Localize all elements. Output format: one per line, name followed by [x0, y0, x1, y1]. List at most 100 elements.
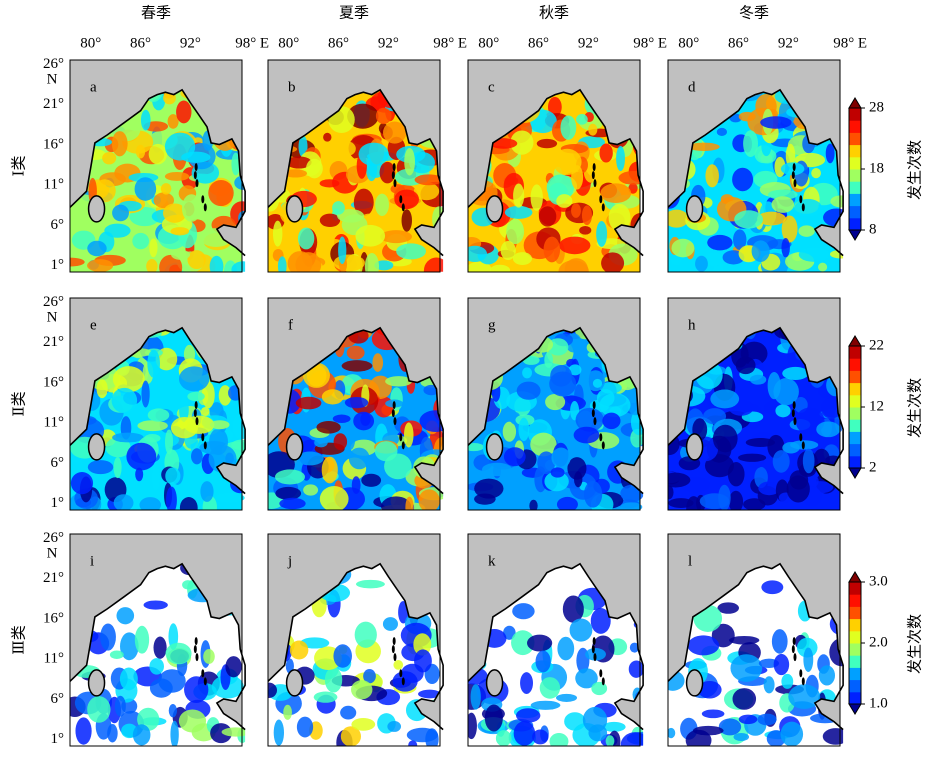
island	[602, 203, 605, 211]
colorbar-arrow	[849, 572, 861, 582]
field-patch	[148, 408, 170, 421]
field-patch	[180, 497, 198, 518]
colorbar-segment	[849, 619, 861, 632]
island	[204, 677, 207, 685]
island	[392, 645, 395, 653]
row-label: Ⅲ类	[10, 625, 27, 654]
colorbar-segment	[849, 456, 861, 469]
x-tick-label: 98° E	[633, 35, 667, 51]
colorbar-segment	[849, 120, 861, 133]
island	[592, 409, 595, 417]
field-patch	[600, 183, 631, 203]
map-panel: f	[257, 298, 453, 518]
field-patch	[811, 168, 821, 178]
field-patch	[325, 667, 342, 692]
y-tick-label: 16°	[43, 136, 64, 152]
field-patch	[298, 228, 314, 250]
x-tick-label: 80°	[278, 35, 299, 51]
field-patch	[179, 366, 209, 391]
field-patch	[376, 108, 392, 124]
island	[593, 637, 596, 645]
island	[195, 179, 198, 187]
y-tick-label: 6°	[51, 691, 65, 707]
field-patch	[152, 464, 160, 491]
field-patch	[320, 179, 340, 187]
field-patch	[768, 372, 781, 399]
field-patch	[803, 647, 813, 672]
field-patch	[314, 692, 338, 703]
colorbar-segment	[849, 655, 861, 668]
field-patch	[482, 463, 512, 476]
field-patch	[746, 438, 775, 447]
island	[194, 171, 197, 179]
colorbar-segment	[849, 206, 861, 219]
field-patch	[474, 493, 496, 504]
field-patch	[356, 580, 385, 589]
field-patch	[719, 718, 741, 735]
field-patch	[606, 735, 615, 747]
field-patch	[408, 740, 417, 749]
row-label: Ⅱ类	[10, 391, 27, 416]
colorbar-arrow	[849, 704, 861, 714]
field-patch	[549, 733, 568, 750]
map-panel: h	[658, 298, 851, 522]
x-tick-label: 92°	[180, 35, 201, 51]
field-patch	[176, 101, 191, 124]
sri-lanka	[287, 670, 303, 696]
field-patch	[570, 619, 593, 642]
column-title: 秋季	[539, 4, 569, 21]
colorbar-segment	[849, 145, 861, 158]
island	[593, 179, 596, 187]
field-patch	[819, 665, 835, 685]
field-patch	[274, 719, 284, 745]
field-patch	[591, 682, 607, 695]
sri-lanka	[89, 196, 105, 222]
field-patch	[520, 672, 533, 694]
sri-lanka	[287, 196, 303, 222]
field-patch	[279, 498, 305, 509]
field-patch	[781, 238, 789, 257]
field-patch	[522, 367, 532, 378]
field-patch	[539, 206, 556, 226]
island	[592, 171, 595, 179]
field-patch	[150, 679, 173, 698]
island	[593, 401, 596, 409]
island	[802, 203, 805, 211]
field-patch	[323, 133, 331, 142]
field-patch	[191, 448, 203, 464]
field-patch	[115, 696, 126, 717]
panel-letter: h	[688, 317, 696, 333]
field-patch	[781, 674, 793, 689]
field-patch	[661, 473, 691, 488]
island	[599, 195, 602, 203]
field-patch	[114, 457, 122, 478]
island	[204, 203, 207, 211]
field-patch	[273, 221, 282, 247]
field-patch	[201, 407, 210, 416]
panel-letter: l	[688, 553, 692, 569]
sri-lanka	[89, 434, 105, 460]
island	[602, 677, 605, 685]
field-patch	[141, 380, 149, 407]
north-label: N	[47, 71, 58, 87]
map-panel: a	[56, 60, 256, 283]
colorbar-segment	[849, 395, 861, 408]
field-patch	[424, 257, 449, 284]
field-patch	[75, 717, 91, 744]
x-tick-label: 86°	[728, 35, 749, 51]
x-tick-label: 86°	[528, 35, 549, 51]
field-patch	[141, 110, 151, 131]
colorbar-segment	[849, 218, 861, 231]
field-patch	[501, 241, 516, 260]
field-patch	[551, 448, 570, 468]
field-patch	[512, 603, 534, 619]
field-patch	[743, 498, 765, 510]
field-patch	[165, 467, 180, 484]
map-panel: d	[654, 60, 851, 280]
y-tick-label: 11°	[44, 415, 64, 431]
field-patch	[527, 635, 552, 652]
field-patch	[181, 152, 210, 163]
island	[399, 433, 402, 441]
field-patch	[565, 258, 588, 281]
colorbar-tick-label: 22	[869, 337, 884, 353]
